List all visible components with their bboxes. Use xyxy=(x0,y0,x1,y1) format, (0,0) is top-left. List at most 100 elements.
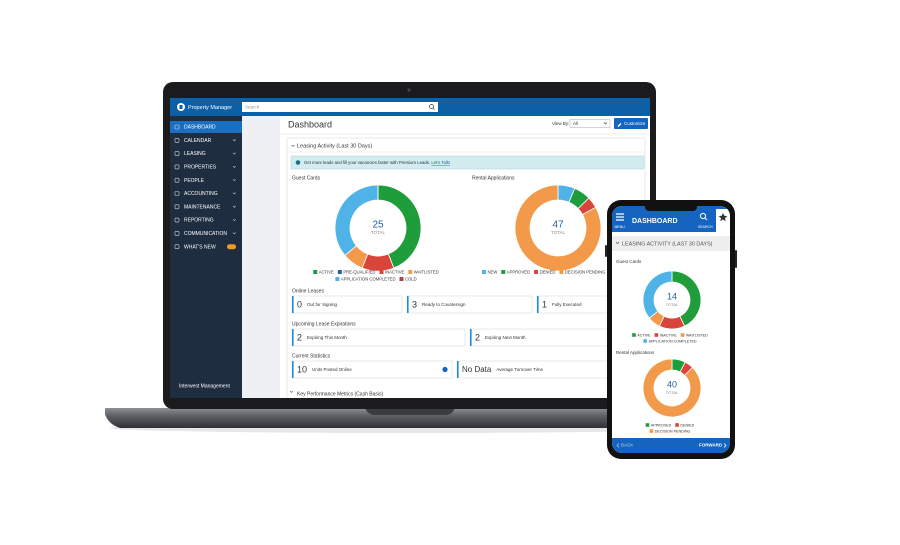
legend-label: INACTIVE xyxy=(385,269,405,274)
stat-value: 3 xyxy=(412,299,417,309)
nav-chevron xyxy=(232,139,236,142)
nav-icon xyxy=(174,124,180,130)
section-panel xyxy=(286,137,646,398)
donut-total: 25 xyxy=(372,220,384,231)
donut-segment xyxy=(514,184,602,272)
nav-item[interactable]: PEOPLE xyxy=(184,178,205,184)
search-icon xyxy=(699,212,707,220)
stat-label: Out for Signing xyxy=(307,302,338,307)
nav-item[interactable]: DASHBOARD xyxy=(184,125,216,131)
legend-swatch xyxy=(313,270,318,274)
back-button[interactable]: BACK xyxy=(621,443,633,448)
chart-title: Rental Applications xyxy=(472,175,515,181)
phone-title: DASHBOARD xyxy=(632,218,678,225)
back-chevron xyxy=(616,443,620,448)
nav-item[interactable]: ACCOUNTING xyxy=(184,191,218,197)
legend-label: APPROVED xyxy=(507,269,530,274)
donut-total-label: TOTAL xyxy=(666,390,679,395)
search-icon xyxy=(704,217,708,221)
phone-section-bar xyxy=(612,236,730,251)
legend-swatch xyxy=(379,270,384,274)
donut-total-label: TOTAL xyxy=(371,230,386,235)
customize-label: Customize xyxy=(624,121,646,126)
nav-icon xyxy=(174,231,180,236)
legend-swatch xyxy=(632,333,636,337)
legend-swatch xyxy=(675,423,679,427)
search-box[interactable] xyxy=(242,102,438,112)
legend-label: PRE-QUALIFIED xyxy=(343,269,375,274)
banner xyxy=(290,155,645,170)
phone-section: LEASING ACTIVITY (LAST 30 DAYS) xyxy=(622,241,713,247)
stat-value: No Data xyxy=(462,365,492,374)
legend-swatch xyxy=(408,270,413,274)
legend-label: DENIED xyxy=(540,269,556,274)
legend-swatch xyxy=(559,270,564,274)
nav-item[interactable]: COMMUNICATION xyxy=(184,231,227,237)
tasks-tab[interactable] xyxy=(716,209,732,232)
webcam xyxy=(407,88,411,92)
customize-button[interactable] xyxy=(614,118,648,129)
nav-item[interactable]: REPORTING xyxy=(184,218,214,224)
laptop-notch xyxy=(365,408,455,415)
view-by-label: View By: xyxy=(552,121,569,126)
nav-active xyxy=(170,121,242,133)
nav-item[interactable]: PROPERTIES xyxy=(184,165,217,171)
app-name: Property Manager xyxy=(188,105,232,111)
phone-footer xyxy=(612,438,730,453)
nav-icon xyxy=(174,138,180,143)
donut-total-label: TOTAL xyxy=(551,230,566,235)
search-placeholder: Search xyxy=(245,105,260,110)
info-icon xyxy=(295,160,301,165)
chart-title: Rental Applications xyxy=(616,350,655,355)
legend-label: NEW xyxy=(488,269,498,274)
forward-button[interactable]: FORWARD xyxy=(699,443,723,448)
pencil-icon xyxy=(617,123,622,127)
legend-label: APPLICATION COMPLETED xyxy=(649,339,697,343)
legend-swatch xyxy=(643,339,648,343)
stat-accent xyxy=(470,329,472,346)
donut-total: 14 xyxy=(667,291,677,301)
nav-item[interactable]: WHAT'S NEW xyxy=(184,244,216,250)
legend-label: COLD xyxy=(405,276,417,281)
star-icon xyxy=(718,213,728,222)
nav-item[interactable]: CALENDAR xyxy=(184,138,212,144)
next-chevron xyxy=(289,390,294,393)
section-chevron xyxy=(291,144,295,147)
phone-button xyxy=(735,250,737,268)
nav-item[interactable]: LEASING xyxy=(184,151,206,157)
legend-swatch xyxy=(482,270,486,274)
phone-button xyxy=(605,245,607,257)
stat-value: 10 xyxy=(297,364,307,374)
nav-icon xyxy=(174,164,180,170)
banner-message: Get more leads and fill your vacancies f… xyxy=(304,160,430,165)
help-icon xyxy=(442,366,448,373)
next-section: Key Performance Metrics (Cash Basis) xyxy=(297,391,383,397)
chart-title: Guest Cards xyxy=(292,175,321,181)
menu-label[interactable]: MENU xyxy=(615,225,626,229)
legend-label: DECISION PENDING xyxy=(655,429,691,433)
nav-item[interactable]: MAINTENANCE xyxy=(184,204,221,210)
stat-group-title: Current Statistics xyxy=(292,353,331,359)
sidebar xyxy=(170,116,242,398)
legend-swatch xyxy=(645,423,650,427)
banner-link[interactable]: Let's Talk! xyxy=(431,160,450,165)
search-label[interactable]: SEARCH xyxy=(698,225,713,229)
donut-segment xyxy=(642,358,702,418)
legend-label: APPLICATION COMPLETED xyxy=(341,276,396,281)
stat-accent xyxy=(292,296,294,313)
legend-label: DECISION PENDING xyxy=(565,269,606,274)
legend-swatch xyxy=(649,429,654,433)
stat-value: 1 xyxy=(542,299,547,309)
stat-value: 2 xyxy=(475,332,480,342)
nav-icon xyxy=(174,217,180,223)
donut-segment xyxy=(642,270,673,319)
legend-label: ACTIVE xyxy=(319,269,334,274)
laptop-base xyxy=(105,408,715,428)
legend-label: ACTIVE xyxy=(637,333,651,337)
nav-chevron xyxy=(232,179,236,182)
view-by-select[interactable] xyxy=(569,119,611,128)
forward-chevron xyxy=(723,443,727,448)
legend-swatch xyxy=(501,270,506,274)
nav-chevron xyxy=(232,219,236,222)
nav-icon xyxy=(174,151,180,156)
